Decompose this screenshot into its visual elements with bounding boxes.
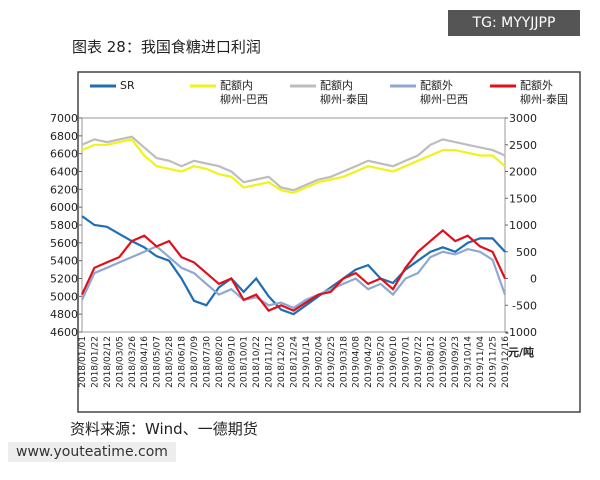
x-tick-label: 2019/02/04 <box>314 336 324 388</box>
x-tick-label: 2018/08/20 <box>215 336 225 388</box>
y-tick-label: 5200 <box>50 273 78 286</box>
y2-tick-label: 3000 <box>509 112 537 125</box>
y2-unit: 元/吨 <box>508 345 534 359</box>
x-tick-label: 2019/04/08 <box>352 336 362 388</box>
y-tick-label: 5400 <box>50 255 78 268</box>
x-tick-label: 2018/09/10 <box>227 336 237 388</box>
watermark-top: TG: MYYJJPP <box>448 10 580 36</box>
chart-title: 图表 28：我国食糖进口利润 <box>72 38 261 56</box>
x-tick-label: 2019/10/14 <box>464 336 474 388</box>
x-tick-label: 2019/08/12 <box>426 336 436 388</box>
x-tick-label: 2018/06/18 <box>178 336 188 388</box>
y-tick-label: 6800 <box>50 130 78 143</box>
series-line <box>81 135 506 192</box>
y2-tick-label: 500 <box>516 246 537 259</box>
y2-tick-label: 2000 <box>509 166 537 179</box>
x-tick-label: 2019/12/16 <box>501 336 511 388</box>
x-tick-label: 2019/06/10 <box>389 336 399 388</box>
x-tick-label: 2019/09/23 <box>451 336 461 388</box>
y2-tick-label: 1500 <box>509 192 537 205</box>
x-tick-label: 2019/07/01 <box>401 336 411 388</box>
y-tick-label: 6200 <box>50 183 78 196</box>
x-tick-label: 2019/02/25 <box>327 336 337 388</box>
x-tick-label: 2018/07/30 <box>202 336 212 388</box>
x-tick-label: 2018/07/09 <box>190 336 200 388</box>
x-tick-label: 2019/05/20 <box>377 336 387 388</box>
legend-label: 配额内 柳州-巴西 <box>220 79 268 106</box>
series-line <box>81 138 506 195</box>
x-tick-label: 2018/10/01 <box>240 336 250 388</box>
legend-label: SR <box>120 79 135 92</box>
y-tick-label: 4800 <box>50 308 78 321</box>
y-tick-label: 5800 <box>50 219 78 232</box>
y-tick-label: 7000 <box>50 112 78 125</box>
x-tick-label: 2018/03/05 <box>115 336 125 388</box>
x-tick-label: 2019/07/22 <box>414 336 424 388</box>
y2-tick-label: 1000 <box>509 219 537 232</box>
y2-tick-label: 2500 <box>509 139 537 152</box>
x-tick-label: 2018/03/26 <box>128 336 138 388</box>
y-tick-label: 5600 <box>50 237 78 250</box>
x-tick-label: 2019/01/14 <box>302 336 312 388</box>
legend-label: 配额外 柳州-巴西 <box>420 79 468 106</box>
x-tick-label: 2018/05/07 <box>153 336 163 388</box>
x-tick-label: 2018/12/03 <box>277 336 287 388</box>
legend-label: 配额外 柳州-泰国 <box>520 79 568 106</box>
x-tick-label: 2019/03/18 <box>339 336 349 388</box>
series-line <box>81 215 506 316</box>
series-line <box>81 228 506 312</box>
x-tick-label: 2018/02/12 <box>103 336 113 388</box>
x-tick-label: 2019/11/25 <box>489 336 499 388</box>
x-tick-label: 2018/01/01 <box>78 336 88 388</box>
y2-tick-label: 0 <box>530 273 537 286</box>
source-note: 资料来源：Wind、一德期货 <box>70 420 258 438</box>
chart-frame <box>77 71 581 413</box>
x-tick-label: 2019/09/02 <box>439 336 449 388</box>
x-tick-label: 2018/10/22 <box>252 336 262 388</box>
x-tick-label: 2019/11/04 <box>476 336 486 388</box>
y-tick-label: 5000 <box>50 290 78 303</box>
x-tick-label: 2018/12/24 <box>290 336 300 388</box>
y-tick-label: 6000 <box>50 201 78 214</box>
x-tick-label: 2018/04/16 <box>140 336 150 388</box>
y2-tick-label: -1000 <box>505 326 537 339</box>
y-tick-label: 4600 <box>50 326 78 339</box>
series-line <box>81 245 507 310</box>
y-tick-label: 6400 <box>50 166 78 179</box>
y2-tick-label: -500 <box>512 299 537 312</box>
x-tick-label: 2018/05/28 <box>165 336 175 388</box>
legend-label: 配额内 柳州-泰国 <box>320 79 368 106</box>
y-tick-label: 6600 <box>50 148 78 161</box>
x-tick-label: 2019/04/29 <box>364 336 374 388</box>
watermark-bottom: www.youteatime.com <box>8 442 176 462</box>
x-tick-label: 2018/11/12 <box>265 336 275 388</box>
x-tick-label: 2018/01/22 <box>90 336 100 388</box>
